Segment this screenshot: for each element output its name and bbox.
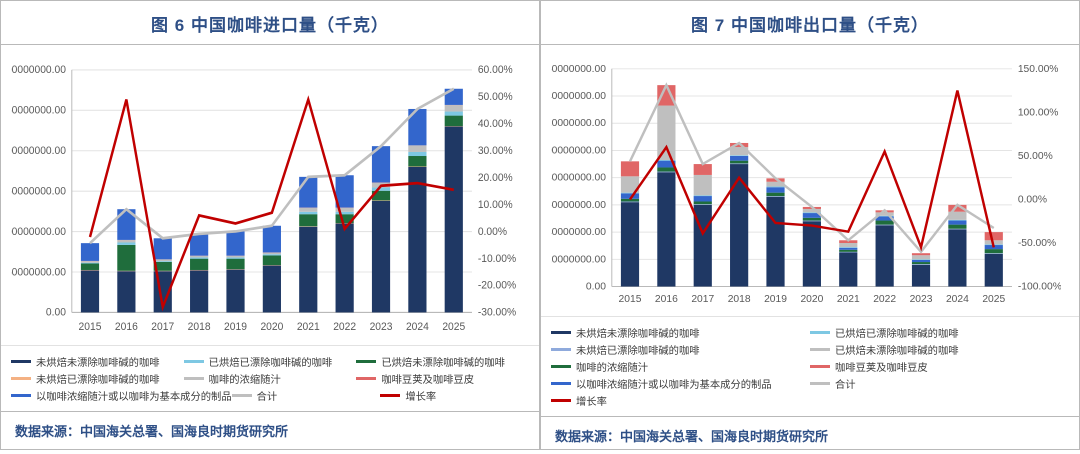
svg-text:160000000.00: 160000000.00	[551, 64, 606, 75]
svg-text:-50.00%: -50.00%	[1018, 238, 1056, 249]
svg-text:2019: 2019	[224, 320, 247, 333]
export-legend-item-3-0: 以咖啡浓缩随汁或以咖啡为基本成分的制品	[551, 376, 810, 391]
import-legend-item-0-0: 未烘焙未漂除咖啡碱的咖啡	[11, 354, 184, 369]
svg-text:200000000.00: 200000000.00	[11, 145, 66, 158]
svg-text:0.00%: 0.00%	[1018, 194, 1047, 205]
import-legend-item-0-1: 已烘焙已漂除咖啡碱的咖啡	[184, 354, 357, 369]
svg-text:2024: 2024	[946, 294, 969, 305]
svg-text:2015: 2015	[619, 294, 642, 305]
svg-text:2024: 2024	[406, 320, 429, 333]
svg-text:80000000.00: 80000000.00	[551, 173, 606, 184]
export-legend-row-0: 未烘焙未漂除咖啡碱的咖啡 已烘焙已漂除咖啡碱的咖啡	[551, 325, 1069, 340]
import-legend-row-0: 未烘焙未漂除咖啡碱的咖啡 已烘焙已漂除咖啡碱的咖啡 已烘焙未漂除咖啡碱的咖啡	[11, 354, 529, 369]
export-legend-row-4: 增长率	[551, 393, 1069, 408]
svg-text:250000000.00: 250000000.00	[11, 104, 66, 117]
svg-text:2023: 2023	[910, 294, 933, 305]
svg-text:2022: 2022	[333, 320, 356, 333]
svg-text:50000000.00: 50000000.00	[11, 266, 66, 279]
export-chart-panel: 图 7 中国咖啡出口量（千克） 0.00 20000000.00 40000000.…	[540, 0, 1080, 450]
export-legend-item-0-1: 已烘焙已漂除咖啡碱的咖啡	[810, 325, 1069, 340]
svg-text:20.00%: 20.00%	[478, 172, 513, 185]
import-chart-panel: 图 6 中国咖啡进口量（千克） 0.00 50000000.00 100000000…	[0, 0, 540, 450]
svg-text:-30.00%: -30.00%	[478, 306, 517, 319]
svg-text:2022: 2022	[873, 294, 896, 305]
svg-text:120000000.00: 120000000.00	[551, 118, 606, 129]
export-chart-title: 图 7 中国咖啡出口量（千克）	[541, 1, 1079, 45]
svg-text:2016: 2016	[655, 294, 678, 305]
export-legend-item-2-1: 咖啡豆荚及咖啡豆皮	[810, 359, 1069, 374]
import-chart-legend: 未烘焙未漂除咖啡碱的咖啡 已烘焙已漂除咖啡碱的咖啡 已烘焙未漂除咖啡碱的咖啡 未…	[1, 345, 539, 411]
import-legend-item-0-2: 已烘焙未漂除咖啡碱的咖啡	[356, 354, 529, 369]
svg-text:2023: 2023	[370, 320, 393, 333]
import-legend-item-2-0: 以咖啡浓缩随汁或以咖啡为基本成分的制品	[11, 388, 232, 403]
svg-text:0.00: 0.00	[586, 281, 606, 292]
svg-text:40.00%: 40.00%	[478, 118, 513, 131]
svg-text:50.00%: 50.00%	[1018, 151, 1053, 162]
svg-text:50.00%: 50.00%	[478, 91, 513, 104]
export-chart-legend: 未烘焙未漂除咖啡碱的咖啡 已烘焙已漂除咖啡碱的咖啡 未烘焙已漂除咖啡碱的咖啡 已…	[541, 316, 1079, 416]
svg-text:140000000.00: 140000000.00	[551, 91, 606, 102]
import-legend-item-1-2: 咖啡豆荚及咖啡豆皮	[356, 371, 529, 386]
svg-text:2017: 2017	[691, 294, 714, 305]
svg-text:2025: 2025	[982, 294, 1005, 305]
svg-text:150.00%: 150.00%	[1018, 64, 1059, 75]
svg-text:300000000.00: 300000000.00	[11, 64, 66, 77]
svg-text:2016: 2016	[115, 320, 138, 333]
svg-text:2020: 2020	[260, 320, 283, 333]
svg-text:2020: 2020	[800, 294, 823, 305]
svg-text:100.00%: 100.00%	[1018, 107, 1059, 118]
svg-text:60.00%: 60.00%	[478, 64, 513, 77]
svg-text:2018: 2018	[728, 294, 751, 305]
svg-text:40000000.00: 40000000.00	[551, 227, 606, 238]
svg-text:100000000.00: 100000000.00	[551, 145, 606, 156]
svg-text:20000000.00: 20000000.00	[551, 254, 606, 265]
svg-text:100000000.00: 100000000.00	[11, 225, 66, 238]
import-legend-item-2-2: 增长率	[380, 388, 529, 403]
export-legend-row-3: 以咖啡浓缩随汁或以咖啡为基本成分的制品 合计	[551, 376, 1069, 391]
svg-text:-100.00%: -100.00%	[1018, 281, 1061, 292]
export-legend-item-2-0: 咖啡的浓缩随汁	[551, 359, 810, 374]
svg-text:2018: 2018	[188, 320, 211, 333]
export-legend-item-4-1	[810, 393, 1069, 408]
export-legend-item-3-1: 合计	[810, 376, 1069, 391]
svg-text:2025: 2025	[442, 320, 465, 333]
svg-text:0.00: 0.00	[46, 306, 66, 319]
svg-text:-20.00%: -20.00%	[478, 279, 517, 292]
export-chart-footer: 数据来源：中国海关总署、国海良时期货研究所	[541, 416, 1079, 454]
export-legend-item-4-0: 增长率	[551, 393, 810, 408]
svg-text:2019: 2019	[764, 294, 787, 305]
import-chart-footer: 数据来源：中国海关总署、国海良时期货研究所	[1, 411, 539, 449]
export-chart-svg-area: 0.00 20000000.00 40000000.00 60000000.00 800…	[541, 45, 1079, 316]
svg-text:-10.00%: -10.00%	[478, 252, 517, 265]
svg-text:2021: 2021	[837, 294, 860, 305]
import-legend-item-1-1: 咖啡的浓缩随汁	[184, 371, 357, 386]
svg-text:2021: 2021	[297, 320, 320, 333]
export-legend-item-0-0: 未烘焙未漂除咖啡碱的咖啡	[551, 325, 810, 340]
svg-text:0.00%: 0.00%	[478, 225, 507, 238]
svg-text:60000000.00: 60000000.00	[551, 200, 606, 211]
export-legend-item-1-1: 已烘焙未漂除咖啡碱的咖啡	[810, 342, 1069, 357]
import-legend-item-2-1: 合计	[232, 388, 381, 403]
svg-text:2017: 2017	[151, 320, 174, 333]
import-chart-svg-area: 0.00 50000000.00 100000000.00 150000000.00 2…	[1, 45, 539, 345]
svg-text:10.00%: 10.00%	[478, 198, 513, 211]
export-legend-row-2: 咖啡的浓缩随汁 咖啡豆荚及咖啡豆皮	[551, 359, 1069, 374]
import-legend-row-2: 以咖啡浓缩随汁或以咖啡为基本成分的制品 合计 增长率	[11, 388, 529, 403]
export-legend-item-1-0: 未烘焙已漂除咖啡碱的咖啡	[551, 342, 810, 357]
import-chart-title: 图 6 中国咖啡进口量（千克）	[1, 1, 539, 45]
import-legend-row-1: 未烘焙已漂除咖啡碱的咖啡 咖啡的浓缩随汁 咖啡豆荚及咖啡豆皮	[11, 371, 529, 386]
import-legend-item-1-0: 未烘焙已漂除咖啡碱的咖啡	[11, 371, 184, 386]
svg-text:30.00%: 30.00%	[478, 145, 513, 158]
svg-text:2015: 2015	[79, 320, 102, 333]
svg-text:150000000.00: 150000000.00	[11, 185, 66, 198]
export-legend-row-1: 未烘焙已漂除咖啡碱的咖啡 已烘焙未漂除咖啡碱的咖啡	[551, 342, 1069, 357]
